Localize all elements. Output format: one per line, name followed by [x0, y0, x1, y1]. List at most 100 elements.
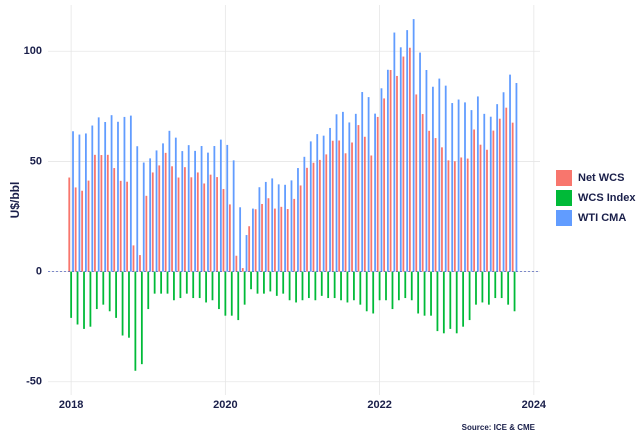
bar — [476, 96, 479, 272]
bar — [335, 114, 338, 272]
bar — [235, 255, 238, 272]
bar — [513, 271, 516, 312]
bar — [351, 142, 353, 272]
bar — [479, 144, 482, 272]
bar — [410, 271, 413, 301]
x-tick-label: 2018 — [59, 399, 83, 411]
bar — [312, 162, 315, 272]
bar — [385, 271, 387, 301]
bar — [423, 271, 426, 316]
bar — [264, 181, 267, 272]
bar — [453, 161, 456, 272]
legend-swatch — [556, 170, 572, 186]
bar — [76, 271, 79, 325]
bar — [306, 167, 308, 272]
legend-label: Net WCS — [578, 172, 624, 184]
bar — [254, 209, 257, 272]
bar — [192, 271, 195, 299]
x-tick-label: 2022 — [367, 399, 391, 411]
bar — [261, 203, 263, 272]
bar — [162, 143, 164, 272]
bar — [399, 47, 402, 272]
bar — [184, 167, 186, 272]
bar — [277, 184, 280, 272]
bar — [218, 271, 220, 310]
bar — [222, 188, 225, 272]
bar — [164, 152, 167, 272]
bar — [370, 155, 373, 272]
bar — [442, 271, 445, 334]
bar — [397, 271, 400, 301]
bar — [100, 155, 103, 272]
bar — [325, 154, 328, 272]
bar — [487, 271, 490, 305]
bar — [84, 133, 87, 272]
bar — [271, 178, 274, 272]
bar — [507, 271, 510, 305]
bar — [428, 130, 431, 272]
bar — [284, 184, 286, 272]
bar — [353, 271, 355, 301]
bar — [412, 19, 415, 272]
bar — [464, 102, 466, 272]
bar — [275, 271, 278, 296]
bar — [151, 172, 154, 272]
bar — [102, 271, 105, 305]
bar — [245, 235, 248, 272]
bar — [160, 271, 163, 294]
bar — [70, 271, 73, 318]
bar — [136, 146, 139, 272]
bar — [436, 271, 439, 332]
bar — [173, 271, 175, 301]
bar — [486, 149, 488, 272]
bar — [263, 271, 265, 294]
bar — [117, 121, 119, 272]
bar — [500, 271, 503, 299]
bar — [128, 271, 130, 338]
bar — [68, 177, 71, 272]
bar — [129, 115, 132, 272]
legend-swatch — [556, 210, 572, 226]
bar — [455, 271, 458, 334]
bar — [417, 271, 420, 314]
bar — [357, 125, 360, 272]
bar — [168, 130, 171, 272]
bar — [361, 92, 364, 272]
bar — [194, 150, 196, 272]
bar — [256, 271, 259, 294]
bar — [449, 271, 452, 329]
bar — [511, 122, 514, 272]
bar — [78, 134, 81, 272]
bar — [425, 70, 428, 272]
bar — [344, 153, 347, 272]
y-tick-label: 50 — [30, 155, 42, 167]
y-tick-label: -50 — [26, 376, 42, 388]
bar — [250, 271, 252, 290]
bar — [389, 70, 392, 272]
bar — [496, 104, 499, 272]
bar — [340, 271, 342, 301]
bar — [444, 85, 447, 272]
bar — [121, 271, 124, 336]
bar — [248, 226, 251, 272]
bar — [147, 271, 150, 310]
bar — [348, 122, 351, 272]
bar — [258, 187, 261, 272]
bar — [363, 136, 366, 272]
legend-swatch — [556, 190, 572, 206]
bar — [404, 271, 407, 299]
bar — [149, 158, 152, 272]
bar — [457, 99, 460, 272]
bar — [94, 154, 96, 272]
bar — [232, 160, 235, 272]
bar — [481, 271, 484, 303]
bar — [243, 271, 246, 305]
bar — [415, 94, 418, 272]
bar — [181, 151, 184, 272]
bar — [489, 116, 492, 272]
bar — [468, 271, 471, 321]
bar — [89, 271, 92, 327]
bar — [83, 271, 85, 329]
bar — [174, 137, 177, 272]
bar — [228, 204, 231, 272]
